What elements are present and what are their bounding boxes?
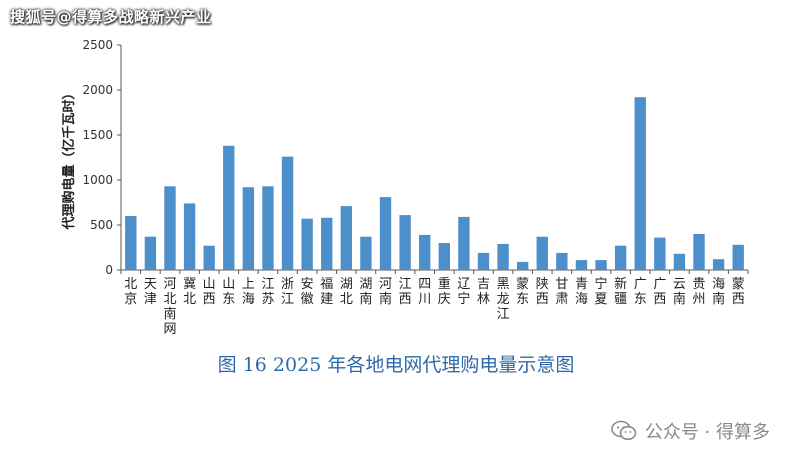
x-tick-label: 江西 — [399, 277, 412, 307]
bar — [438, 243, 450, 270]
bar — [164, 186, 176, 270]
bar — [614, 245, 627, 270]
x-tick-label: 福建 — [320, 277, 333, 307]
watermark-bottom: 公众号 · 得算多 — [611, 418, 770, 444]
x-tick-label: 辽宁 — [457, 277, 470, 307]
y-tick-label: 2000 — [82, 83, 113, 97]
x-tick-label: 广东 — [634, 277, 647, 307]
bar — [144, 236, 157, 270]
bar — [379, 197, 392, 270]
bar — [477, 252, 490, 270]
x-tick-label: 陕西 — [536, 277, 549, 307]
x-tick-label: 云南 — [673, 277, 686, 307]
x-tick-label: 天津 — [144, 277, 157, 307]
x-tick-label: 四川 — [418, 277, 431, 307]
x-tick-label: 上海 — [242, 277, 255, 307]
bar — [458, 216, 470, 270]
x-tick-label: 蒙西 — [732, 277, 745, 307]
bar-chart: 代理购电量（亿千瓦时） 0 500 1000 1500 2000 2500 北京天津河北南网冀… — [61, 38, 749, 337]
bar — [595, 260, 607, 270]
y-axis-label: 代理购电量（亿千瓦时） — [61, 86, 77, 230]
x-tick-label: 湖南 — [359, 277, 372, 307]
bar — [575, 260, 588, 270]
x-tick-label: 重庆 — [438, 276, 451, 307]
bar — [693, 234, 705, 270]
figure-caption: 图 16 2025 年各地电网代理购电量示意图 — [217, 354, 575, 376]
bar — [732, 244, 744, 270]
x-tick-label: 新疆 — [614, 276, 627, 307]
x-tick-label: 贵州 — [693, 277, 706, 307]
y-tick-label: 1500 — [82, 128, 113, 142]
bar — [634, 97, 646, 270]
x-tick-label: 黑龙江 — [497, 277, 510, 322]
x-tick-label: 湖北 — [340, 277, 353, 307]
y-tick-label: 0 — [105, 263, 113, 277]
bar — [125, 216, 137, 270]
bar — [654, 237, 666, 270]
bar — [183, 203, 196, 270]
bar — [262, 186, 274, 270]
x-tick-label: 青海 — [575, 277, 588, 307]
bar — [497, 243, 509, 270]
bar — [203, 245, 215, 270]
x-tick-label: 宁夏 — [595, 276, 608, 307]
x-tick-label: 山东 — [222, 277, 235, 307]
bar — [516, 261, 529, 270]
watermark-bottom-text: 公众号 · 得算多 — [644, 422, 770, 443]
bar — [223, 145, 235, 270]
bar — [419, 234, 431, 270]
bar — [536, 236, 548, 270]
x-tick-label: 河南 — [379, 277, 392, 307]
x-tick-label: 北京 — [124, 277, 137, 307]
y-tick-label: 500 — [90, 218, 113, 232]
x-tick-label: 海南 — [712, 277, 725, 307]
x-tick-label: 安徽 — [301, 277, 314, 307]
x-tick-label: 浙江 — [281, 277, 294, 307]
x-tick-label: 吉林 — [477, 277, 490, 307]
bar — [242, 187, 255, 270]
y-tick-label: 2500 — [82, 38, 113, 52]
bar — [321, 217, 333, 270]
bar — [399, 215, 411, 270]
y-tick-label: 1000 — [82, 173, 113, 187]
x-tick-label: 广西 — [653, 277, 666, 307]
bar — [340, 206, 353, 270]
x-tick-label: 江苏 — [261, 277, 274, 307]
bar — [556, 252, 568, 270]
bar — [712, 259, 725, 270]
bar — [673, 253, 686, 270]
watermark-top: 搜狐号@得算多战略新兴产业 — [10, 8, 212, 26]
bar — [301, 218, 313, 270]
x-tick-label: 甘肃 — [555, 277, 568, 307]
x-tick-label: 蒙东 — [516, 277, 529, 307]
bar — [281, 156, 294, 270]
bar — [360, 236, 372, 270]
x-tick-label: 冀北 — [183, 276, 196, 307]
x-tick-label: 河北南网 — [163, 277, 176, 337]
x-tick-label: 山西 — [203, 277, 216, 307]
wechat-icon — [611, 420, 637, 441]
